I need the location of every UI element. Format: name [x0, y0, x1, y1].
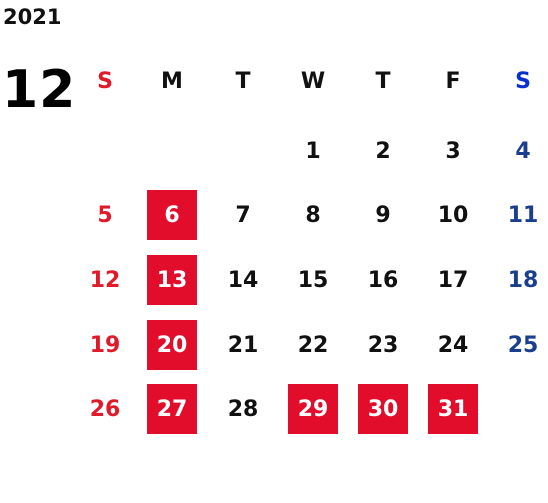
day-cell: 9: [375, 202, 391, 228]
day-cell: 26: [89, 396, 121, 422]
day-cell: 8: [305, 202, 321, 228]
weekday-header-5: F: [445, 68, 461, 94]
day-cell: 18: [507, 267, 539, 293]
day-cell: 12: [89, 267, 121, 293]
day-cell: 14: [227, 267, 259, 293]
day-cell: 21: [227, 332, 259, 358]
day-cell: 4: [515, 138, 531, 164]
day-cell: 19: [89, 332, 121, 358]
day-cell: 10: [437, 202, 469, 228]
day-cell: 1: [305, 138, 321, 164]
day-cell: 16: [367, 267, 399, 293]
highlighted-day-cell: 6: [147, 190, 197, 240]
highlighted-day-cell: 20: [147, 320, 197, 370]
highlighted-day-cell: 31: [428, 384, 478, 434]
day-cell: 2: [375, 138, 391, 164]
calendar-year: 2021: [3, 5, 62, 29]
day-cell: 7: [235, 202, 251, 228]
day-cell: 28: [227, 396, 259, 422]
highlighted-day-cell: 13: [147, 255, 197, 305]
day-cell: 5: [97, 202, 113, 228]
weekday-header-0: S: [97, 68, 113, 94]
weekday-header-6: S: [515, 68, 531, 94]
highlighted-day-cell: 29: [288, 384, 338, 434]
day-cell: 3: [445, 138, 461, 164]
day-cell: 15: [297, 267, 329, 293]
day-cell: 25: [507, 332, 539, 358]
weekday-header-2: T: [235, 68, 251, 94]
weekday-header-3: W: [300, 68, 326, 94]
highlighted-day-cell: 27: [147, 384, 197, 434]
highlighted-day-cell: 30: [358, 384, 408, 434]
day-cell: 17: [437, 267, 469, 293]
weekday-header-1: M: [161, 68, 183, 94]
day-cell: 22: [297, 332, 329, 358]
day-cell: 24: [437, 332, 469, 358]
day-cell: 23: [367, 332, 399, 358]
weekday-header-4: T: [375, 68, 391, 94]
calendar-month: 12: [2, 60, 77, 120]
day-cell: 11: [507, 202, 539, 228]
